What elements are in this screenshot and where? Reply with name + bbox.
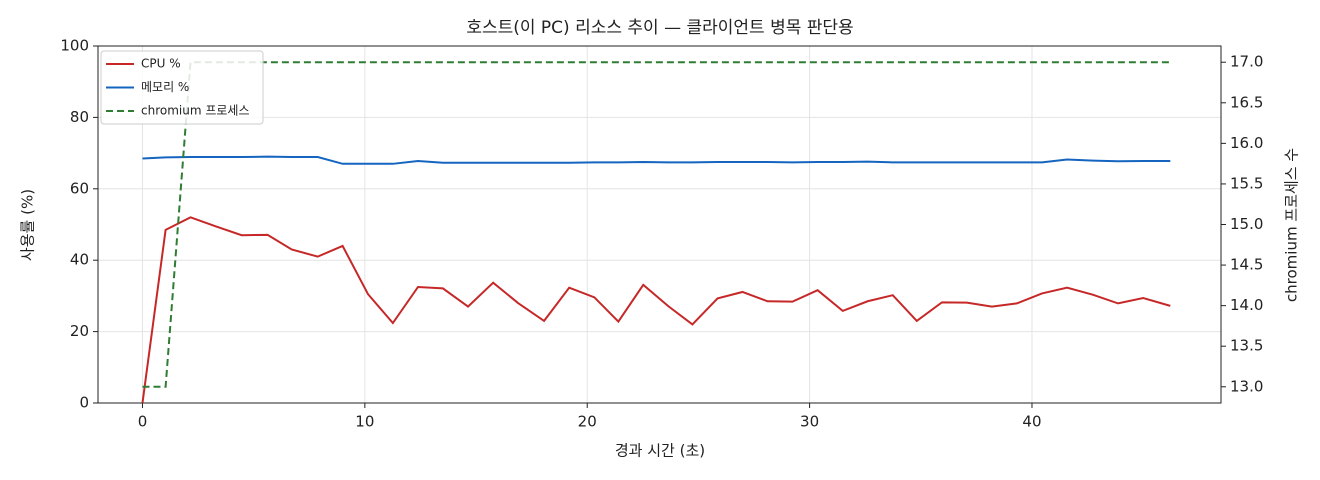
y2-tick-label: 14.0 bbox=[1230, 296, 1263, 314]
x-tick-label: 20 bbox=[578, 413, 597, 431]
y-tick-label: 80 bbox=[70, 108, 89, 126]
y2-tick-label: 16.0 bbox=[1230, 134, 1263, 152]
legend-box bbox=[100, 50, 264, 125]
y2-tick-label: 14.5 bbox=[1230, 256, 1263, 274]
y2-axis-label: chromium 프로세스 수 bbox=[1283, 148, 1301, 302]
y-axis-label: 사용률 (%) bbox=[19, 189, 37, 261]
x-tick-label: 0 bbox=[138, 413, 148, 431]
legend-label: chromium 프로세스 bbox=[141, 104, 250, 118]
legend-label: CPU % bbox=[141, 57, 181, 71]
x-axis-label: 경과 시간 (초) bbox=[615, 442, 705, 460]
y2-tick-label: 17.0 bbox=[1230, 53, 1263, 71]
y-tick-label: 60 bbox=[70, 179, 89, 197]
y-tick-label: 20 bbox=[70, 322, 89, 340]
y2-tick-label: 16.5 bbox=[1230, 93, 1263, 111]
legend-label: 메모리 % bbox=[141, 80, 189, 94]
y2-tick-label: 15.0 bbox=[1230, 215, 1263, 233]
y-tick-label: 40 bbox=[70, 251, 89, 269]
y2-tick-label: 15.5 bbox=[1230, 174, 1263, 192]
x-tick-label: 10 bbox=[355, 413, 374, 431]
y-tick-label: 100 bbox=[60, 37, 89, 55]
y2-tick-label: 13.0 bbox=[1230, 377, 1263, 395]
x-tick-label: 30 bbox=[800, 413, 819, 431]
series-line bbox=[142, 61, 1171, 388]
legend: CPU % 메모리 % chromium 프로세스 bbox=[100, 50, 264, 125]
y2-tick-label: 13.5 bbox=[1230, 337, 1263, 355]
chart-title: 호스트(이 PC) 리소스 추이 — 클라이언트 병목 판단용 bbox=[466, 18, 853, 38]
plot-frame bbox=[97, 45, 1222, 404]
y-tick-label: 0 bbox=[79, 394, 89, 412]
x-tick-label: 40 bbox=[1022, 413, 1041, 431]
series-line bbox=[141, 216, 1171, 404]
series-line bbox=[142, 155, 1171, 165]
